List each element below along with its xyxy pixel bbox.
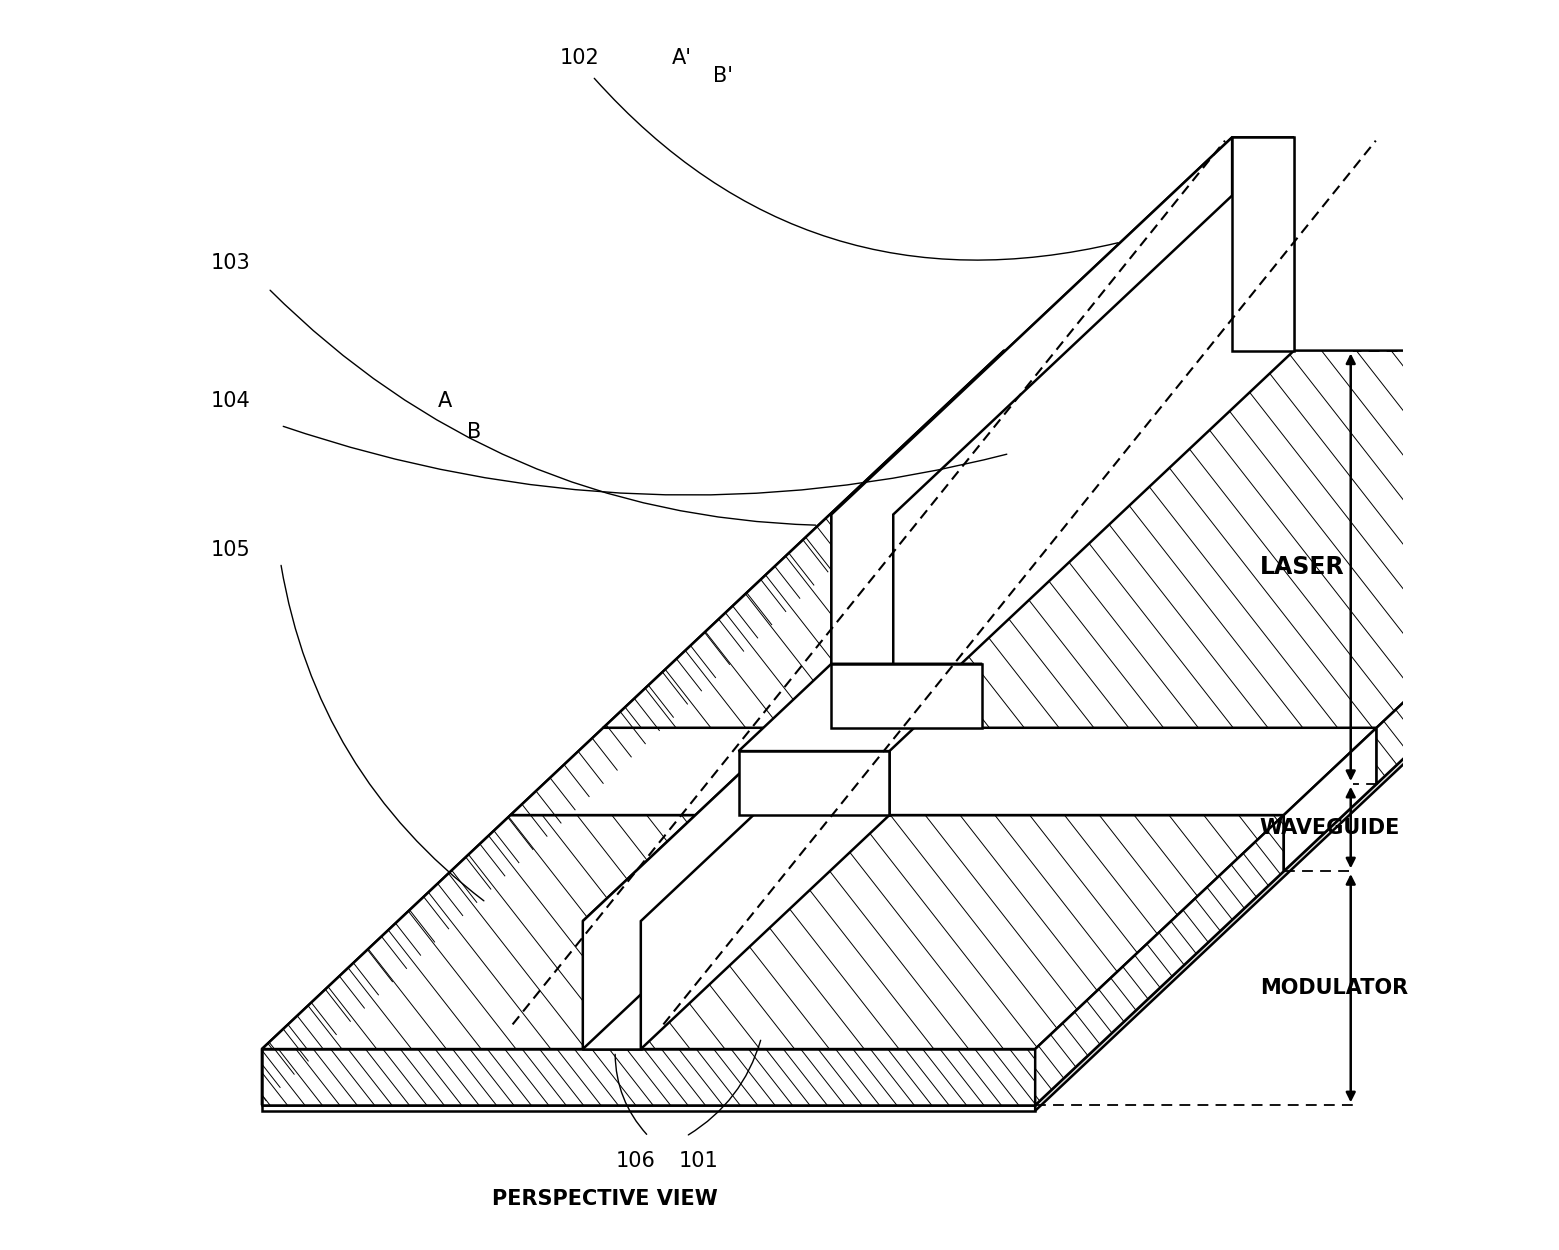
- Polygon shape: [262, 1049, 1035, 1105]
- Text: A': A': [672, 48, 692, 68]
- Text: 104: 104: [210, 390, 251, 410]
- Text: MODULATOR: MODULATOR: [1260, 979, 1408, 999]
- Polygon shape: [1283, 728, 1377, 871]
- Text: A: A: [438, 390, 452, 410]
- Polygon shape: [1232, 138, 1294, 350]
- Text: 106: 106: [616, 1151, 656, 1171]
- Polygon shape: [583, 688, 890, 921]
- Polygon shape: [831, 138, 1294, 515]
- Text: B: B: [466, 421, 482, 441]
- Polygon shape: [262, 406, 1559, 1105]
- Text: LASER: LASER: [1260, 555, 1344, 579]
- Polygon shape: [739, 664, 982, 751]
- Text: 105: 105: [210, 540, 251, 560]
- Text: PERSPECTIVE VIEW: PERSPECTIVE VIEW: [493, 1189, 717, 1209]
- Polygon shape: [510, 728, 1377, 815]
- Text: 101: 101: [678, 1151, 719, 1171]
- Polygon shape: [262, 350, 1004, 1105]
- Polygon shape: [262, 815, 1283, 1049]
- Text: 102: 102: [560, 48, 600, 68]
- Polygon shape: [739, 751, 890, 815]
- Text: WAVEGUIDE: WAVEGUIDE: [1260, 818, 1400, 838]
- Polygon shape: [583, 921, 641, 1049]
- Polygon shape: [831, 688, 890, 815]
- Polygon shape: [831, 138, 1232, 728]
- Text: 103: 103: [210, 254, 251, 274]
- Polygon shape: [262, 1105, 1035, 1111]
- Text: B': B': [714, 66, 733, 86]
- Polygon shape: [1377, 350, 1559, 784]
- Polygon shape: [831, 664, 982, 727]
- Polygon shape: [831, 515, 893, 728]
- Polygon shape: [583, 688, 831, 1049]
- Polygon shape: [603, 350, 1559, 728]
- Polygon shape: [1035, 406, 1559, 1111]
- Polygon shape: [641, 688, 890, 1049]
- Polygon shape: [1035, 815, 1283, 1105]
- Polygon shape: [893, 138, 1294, 728]
